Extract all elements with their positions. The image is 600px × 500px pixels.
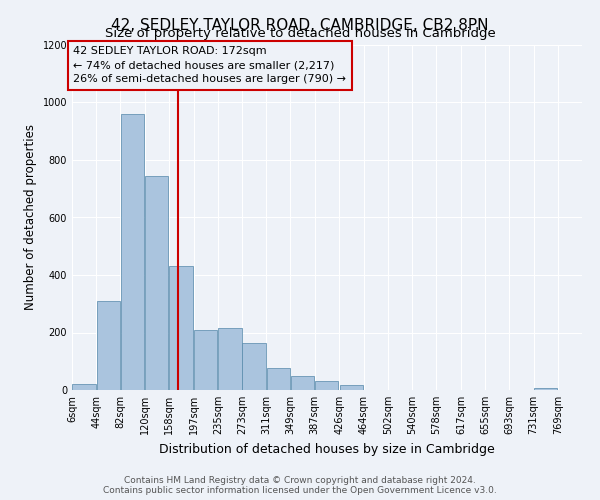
Bar (534, 388, 557, 390)
Y-axis label: Number of detached properties: Number of detached properties (24, 124, 37, 310)
Bar (242, 342, 266, 390)
Bar (169, 266, 193, 390)
Bar (266, 368, 290, 390)
Text: 42 SEDLEY TAYLOR ROAD: 172sqm
← 74% of detached houses are smaller (2,217)
26% o: 42 SEDLEY TAYLOR ROAD: 172sqm ← 74% of d… (73, 46, 346, 84)
Text: Contains HM Land Registry data © Crown copyright and database right 2024.
Contai: Contains HM Land Registry data © Crown c… (103, 476, 497, 495)
Text: 42, SEDLEY TAYLOR ROAD, CAMBRIDGE, CB2 8PN: 42, SEDLEY TAYLOR ROAD, CAMBRIDGE, CB2 8… (111, 18, 489, 32)
Bar (315, 380, 338, 390)
Bar (291, 376, 314, 390)
Bar (121, 114, 144, 390)
Bar (340, 385, 363, 390)
Bar (194, 330, 217, 390)
Bar (73, 384, 96, 390)
Bar (218, 328, 242, 390)
X-axis label: Distribution of detached houses by size in Cambridge: Distribution of detached houses by size … (159, 442, 495, 456)
Bar (145, 176, 169, 390)
Bar (97, 301, 120, 390)
Text: Size of property relative to detached houses in Cambridge: Size of property relative to detached ho… (104, 28, 496, 40)
